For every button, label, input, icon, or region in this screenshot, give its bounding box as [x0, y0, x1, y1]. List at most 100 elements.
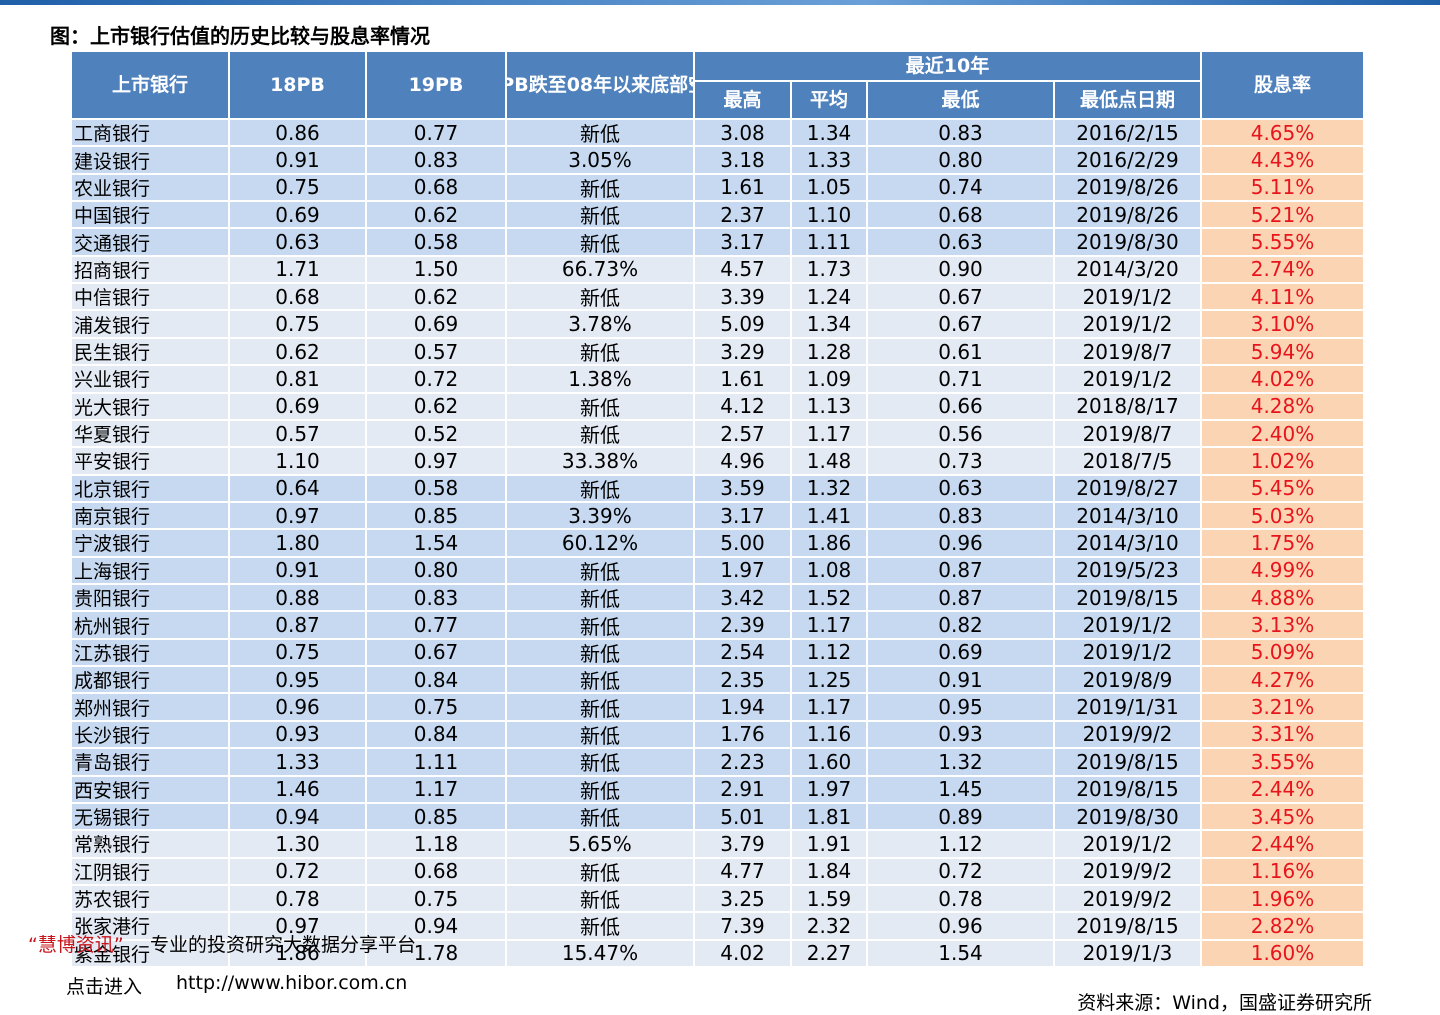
table-cell: 新低 — [507, 858, 695, 886]
column-header: 18PB — [230, 52, 367, 120]
table-cell: 0.63 — [868, 475, 1055, 503]
table-cell: 2019/1/31 — [1055, 694, 1202, 722]
table-cell: 1.78 — [367, 940, 507, 968]
table-cell: 0.62 — [230, 338, 367, 367]
table-cell: 4.27% — [1202, 667, 1365, 695]
table-cell: 2019/8/26 — [1055, 174, 1202, 203]
table-cell: 1.33 — [230, 749, 367, 777]
table-cell: 1.30 — [230, 831, 367, 859]
table-cell: 新低 — [507, 612, 695, 640]
table-cell: 2019/8/26 — [1055, 202, 1202, 230]
table-cell: 1.16% — [1202, 858, 1365, 886]
table-cell: 0.69 — [230, 202, 367, 230]
table-cell: 3.10% — [1202, 311, 1365, 339]
table-cell: 3.05% — [507, 147, 695, 175]
table-cell: 2.91 — [695, 776, 792, 804]
table-cell: 2014/3/20 — [1055, 256, 1202, 285]
table-cell: 0.62 — [367, 393, 507, 421]
table-cell: 1.11 — [367, 749, 507, 777]
table-cell: 0.57 — [230, 420, 367, 449]
watermark-cta[interactable]: 点击进入 — [66, 976, 143, 998]
table-cell: 1.17 — [792, 420, 868, 449]
bank-name: 平安银行 — [72, 448, 230, 476]
bank-name: 苏农银行 — [72, 885, 230, 914]
table-cell: 0.84 — [367, 667, 507, 695]
title: 图：上市银行估值的历史比较与股息率情况 — [50, 24, 430, 48]
table-cell: 0.68 — [230, 284, 367, 312]
table-cell: 1.81 — [792, 803, 868, 832]
bank-name: 交通银行 — [72, 229, 230, 257]
table-cell: 0.68 — [367, 174, 507, 203]
table-cell: 2019/8/27 — [1055, 475, 1202, 503]
bank-name: 江阴银行 — [72, 858, 230, 886]
table-cell: 1.17 — [792, 612, 868, 640]
table-cell: 2.23 — [695, 749, 792, 777]
bank-name: 中信银行 — [72, 284, 230, 312]
table-cell: 2019/1/2 — [1055, 284, 1202, 312]
table-cell: 2019/9/2 — [1055, 885, 1202, 914]
table-cell: 0.63 — [230, 229, 367, 257]
table-cell: 0.75 — [367, 885, 507, 914]
table-cell: 2014/3/10 — [1055, 530, 1202, 558]
bank-name: 北京银行 — [72, 475, 230, 503]
table-cell: 2018/7/5 — [1055, 448, 1202, 476]
table-cell: 新低 — [507, 803, 695, 832]
table-cell: 0.95 — [868, 694, 1055, 722]
table-cell: 1.61 — [695, 174, 792, 203]
watermark-brand[interactable]: “慧博资讯” — [28, 934, 124, 956]
column-subheader: 平均 — [792, 82, 868, 120]
table-cell: 0.67 — [367, 639, 507, 668]
table-cell: 2.32 — [792, 913, 868, 941]
table-cell: 2019/8/30 — [1055, 803, 1202, 832]
table-cell: 0.95 — [230, 667, 367, 695]
table-cell: 0.75 — [230, 311, 367, 339]
column-subheader: 最低点日期 — [1055, 82, 1202, 120]
bank-name: 张家港行 — [72, 913, 230, 941]
table-cell: 0.84 — [367, 721, 507, 750]
table-cell: 5.09 — [695, 311, 792, 339]
bank-name: 青岛银行 — [72, 749, 230, 777]
table-cell: 0.91 — [230, 557, 367, 586]
table-cell: 1.54 — [868, 940, 1055, 968]
table-cell: 1.33 — [792, 147, 868, 175]
bank-name: 杭州银行 — [72, 612, 230, 640]
table-cell: 2.39 — [695, 612, 792, 640]
table-cell: 4.88% — [1202, 585, 1365, 613]
table-cell: 0.71 — [868, 366, 1055, 394]
column-header: 19PB跌至08年以来底部空间 — [507, 52, 695, 120]
table-cell: 1.10 — [230, 448, 367, 476]
bank-name: 江苏银行 — [72, 639, 230, 668]
table-cell: 5.45% — [1202, 475, 1365, 503]
table-cell: 0.87 — [868, 585, 1055, 613]
table-cell: 5.94% — [1202, 338, 1365, 367]
table-cell: 60.12% — [507, 530, 695, 558]
table-cell: 1.08 — [792, 557, 868, 586]
table-cell: 2019/1/2 — [1055, 366, 1202, 394]
table-cell: 0.78 — [230, 885, 367, 914]
table-cell: 7.39 — [695, 913, 792, 941]
table-cell: 2019/1/2 — [1055, 311, 1202, 339]
table-cell: 0.62 — [367, 284, 507, 312]
table-cell: 0.83 — [367, 585, 507, 613]
bank-name: 兴业银行 — [72, 366, 230, 394]
bank-name: 华夏银行 — [72, 420, 230, 449]
table-cell: 3.78% — [507, 311, 695, 339]
watermark-slogan: 专业的投资研究大数据分享平台 — [150, 934, 417, 956]
table-cell: 0.58 — [367, 229, 507, 257]
source: 资料来源：Wind，国盛证券研究所 — [1077, 992, 1372, 1014]
column-header: 上市银行 — [72, 52, 230, 120]
table-cell: 新低 — [507, 393, 695, 421]
table-cell: 0.72 — [868, 858, 1055, 886]
table-cell: 5.09% — [1202, 639, 1365, 668]
bank-name: 民生银行 — [72, 338, 230, 367]
table-cell: 3.17 — [695, 502, 792, 531]
table-cell: 3.29 — [695, 338, 792, 367]
table-cell: 0.72 — [367, 366, 507, 394]
table-cell: 新低 — [507, 749, 695, 777]
table-cell: 2019/9/2 — [1055, 858, 1202, 886]
table-cell: 2.44% — [1202, 831, 1365, 859]
table-cell: 新低 — [507, 120, 695, 148]
table-cell: 0.68 — [868, 202, 1055, 230]
table-cell: 5.21% — [1202, 202, 1365, 230]
watermark-url[interactable]: http://www.hibor.com.cn — [176, 972, 408, 994]
